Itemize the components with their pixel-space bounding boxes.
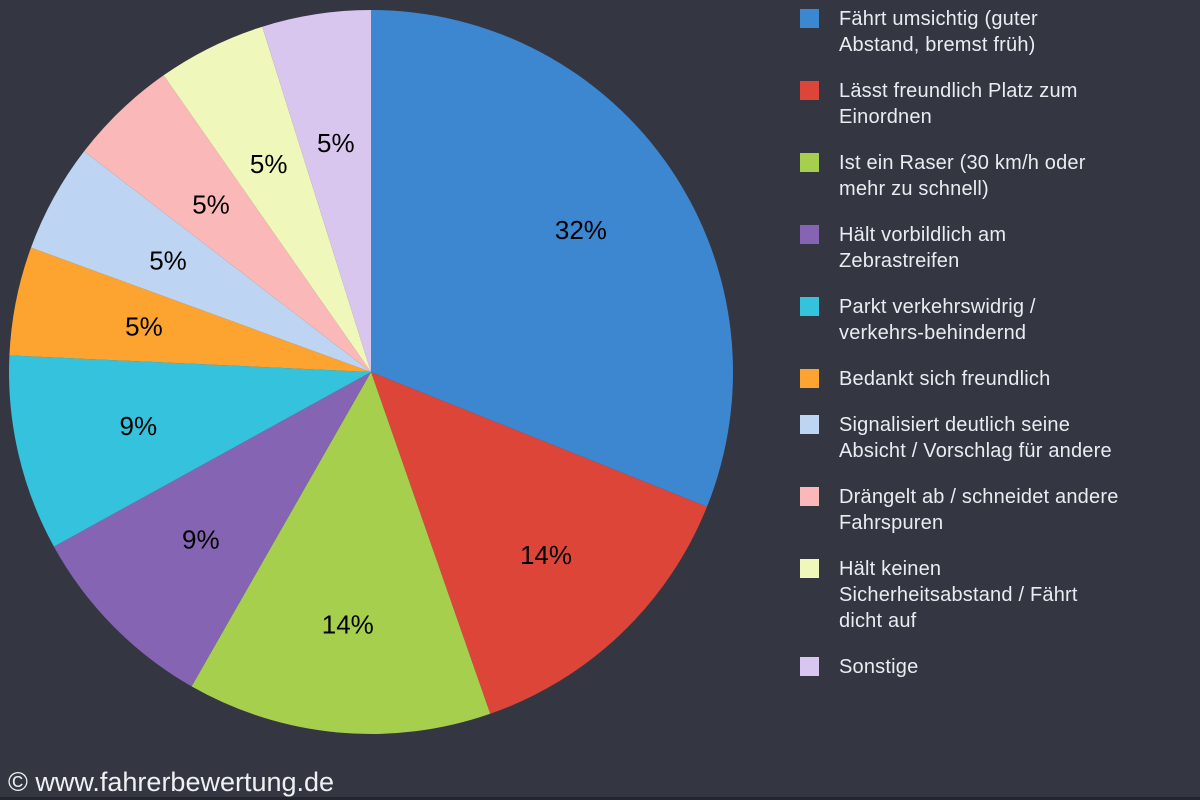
legend-swatch-icon — [800, 81, 819, 100]
pie-chart: 32%14%14%9%9%5%5%5%5%5% — [9, 10, 733, 734]
legend-swatch-icon — [800, 657, 819, 676]
pie-slice-3[interactable] — [53, 372, 372, 687]
legend-item-label: Signalisiert deutlich seine Absicht / Vor… — [839, 414, 1112, 462]
pie-slice-0[interactable] — [371, 10, 733, 507]
pie-slice-2[interactable] — [191, 372, 491, 734]
legend-item-4[interactable]: Parkt verkehrswidrig / verkehrs-behindern… — [800, 294, 1182, 346]
legend-item-label: Drängelt ab / schneidet andere Fahrspuren — [839, 486, 1119, 534]
legend-swatch-icon — [800, 369, 819, 388]
legend-swatch-icon — [800, 415, 819, 434]
legend-item-label: Ist ein Raser (30 km/h oder mehr zu schne… — [839, 152, 1086, 200]
legend-swatch-icon — [800, 297, 819, 316]
legend-swatch-icon — [800, 153, 819, 172]
legend-swatch-icon — [800, 9, 819, 28]
legend-item-8[interactable]: Hält keinen Sicherheitsabstand / Fährt dic… — [800, 556, 1182, 634]
legend-swatch-icon — [800, 487, 819, 506]
slice-percent-label: 9% — [182, 525, 220, 555]
pie-slice-1[interactable] — [371, 372, 707, 714]
legend-item-0[interactable]: Fährt umsichtig (guter Abstand, bremst fr… — [800, 6, 1182, 58]
legend-item-label: Bedankt sich freundlich — [839, 368, 1051, 390]
pie-slice-9[interactable] — [262, 10, 371, 372]
slice-percent-label: 14% — [520, 540, 572, 570]
slice-percent-label: 5% — [192, 190, 230, 220]
legend-swatch-icon — [800, 225, 819, 244]
legend-item-6[interactable]: Signalisiert deutlich seine Absicht / Vor… — [800, 412, 1182, 464]
slice-percent-label: 5% — [149, 245, 187, 275]
legend-item-7[interactable]: Drängelt ab / schneidet andere Fahrspuren — [800, 484, 1182, 536]
legend-item-label: Hält keinen Sicherheitsabstand / Fährt dic… — [839, 558, 1078, 632]
legend-item-label: Hält vorbildlich am Zebrastreifen — [839, 224, 1007, 272]
pie-slice-5[interactable] — [9, 247, 372, 372]
legend-item-9[interactable]: Sonstige — [800, 654, 1182, 680]
legend-item-3[interactable]: Hält vorbildlich am Zebrastreifen — [800, 222, 1182, 274]
slice-percent-label: 5% — [317, 128, 355, 158]
slice-percent-label: 9% — [120, 411, 158, 441]
legend: Fährt umsichtig (guter Abstand, bremst fr… — [800, 6, 1182, 700]
bottom-edge-divider — [0, 797, 1200, 800]
legend-swatch-icon — [800, 559, 819, 578]
slice-percent-label: 32% — [555, 215, 607, 245]
slice-percent-label: 5% — [250, 149, 288, 179]
legend-item-label: Parkt verkehrswidrig / verkehrs-behindern… — [839, 296, 1036, 344]
footer-credit: © www.fahrerbewertung.de — [8, 767, 335, 797]
legend-item-label: Fährt umsichtig (guter Abstand, bremst fr… — [839, 8, 1038, 56]
legend-item-label: Sonstige — [839, 656, 919, 678]
legend-item-1[interactable]: Lässt freundlich Platz zum Einordnen — [800, 78, 1182, 130]
slice-percent-label: 14% — [322, 609, 374, 639]
pie-slice-8[interactable] — [163, 26, 371, 372]
legend-item-5[interactable]: Bedankt sich freundlich — [800, 366, 1182, 392]
pie-slice-7[interactable] — [84, 75, 371, 373]
legend-item-label: Lässt freundlich Platz zum Einordnen — [839, 80, 1078, 128]
pie-slice-6[interactable] — [31, 151, 371, 372]
pie-slice-4[interactable] — [9, 355, 371, 547]
legend-item-2[interactable]: Ist ein Raser (30 km/h oder mehr zu schne… — [800, 150, 1182, 202]
slice-percent-label: 5% — [125, 311, 163, 341]
